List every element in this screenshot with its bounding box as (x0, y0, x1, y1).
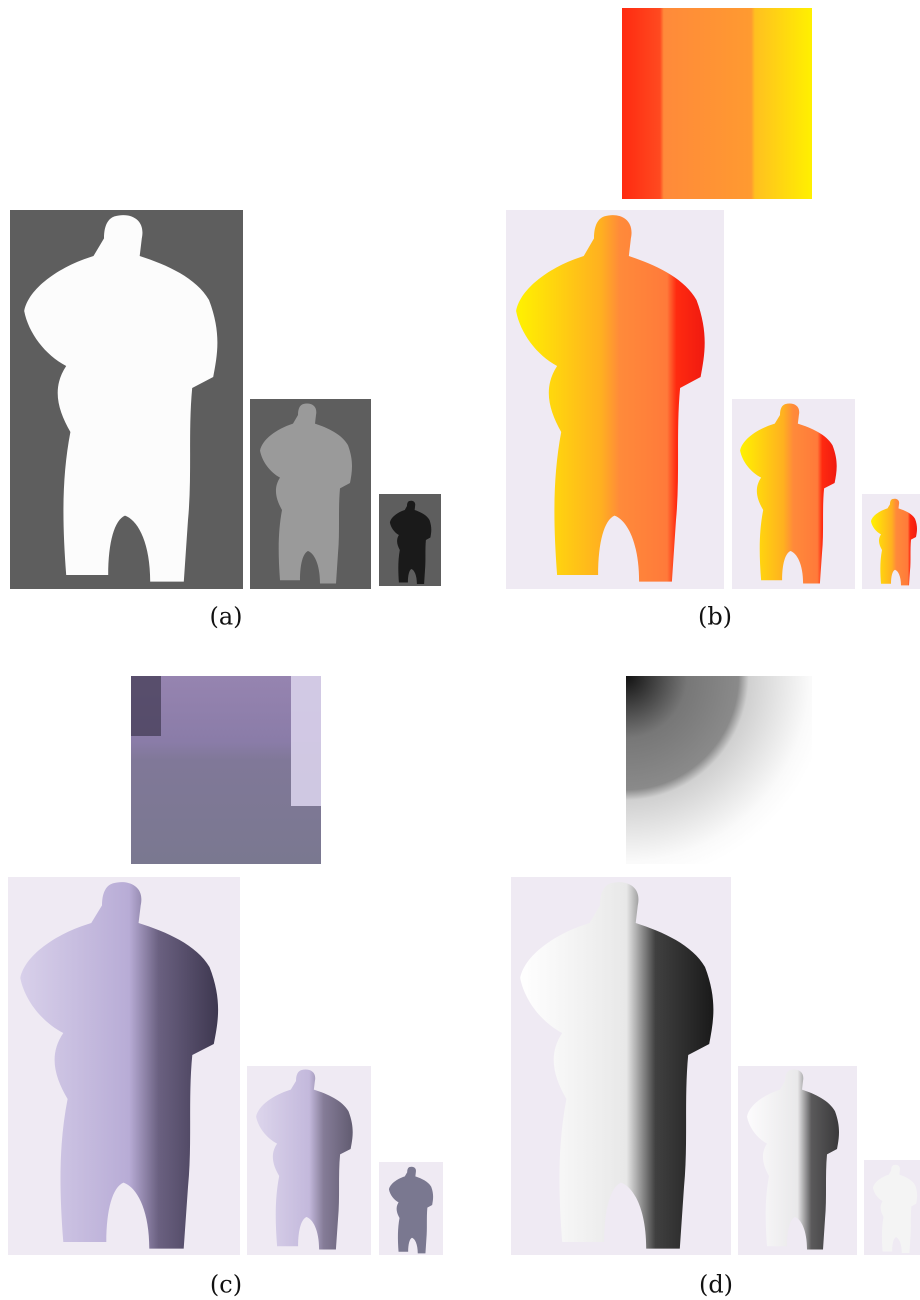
color-map (131, 676, 321, 864)
color-map (626, 676, 812, 864)
color-map-dark (131, 676, 161, 736)
color-map (622, 8, 812, 199)
panel-b: (b) (506, 8, 920, 631)
panel-label: (d) (699, 1271, 733, 1299)
panel-label: (c) (210, 1271, 242, 1299)
panel-d: (d) (511, 676, 920, 1299)
panel-c: (c) (8, 676, 443, 1299)
panel-a: (a) (10, 210, 441, 631)
color-map-light (291, 676, 321, 806)
panel-label: (a) (209, 603, 242, 631)
panel-label: (b) (698, 603, 732, 631)
